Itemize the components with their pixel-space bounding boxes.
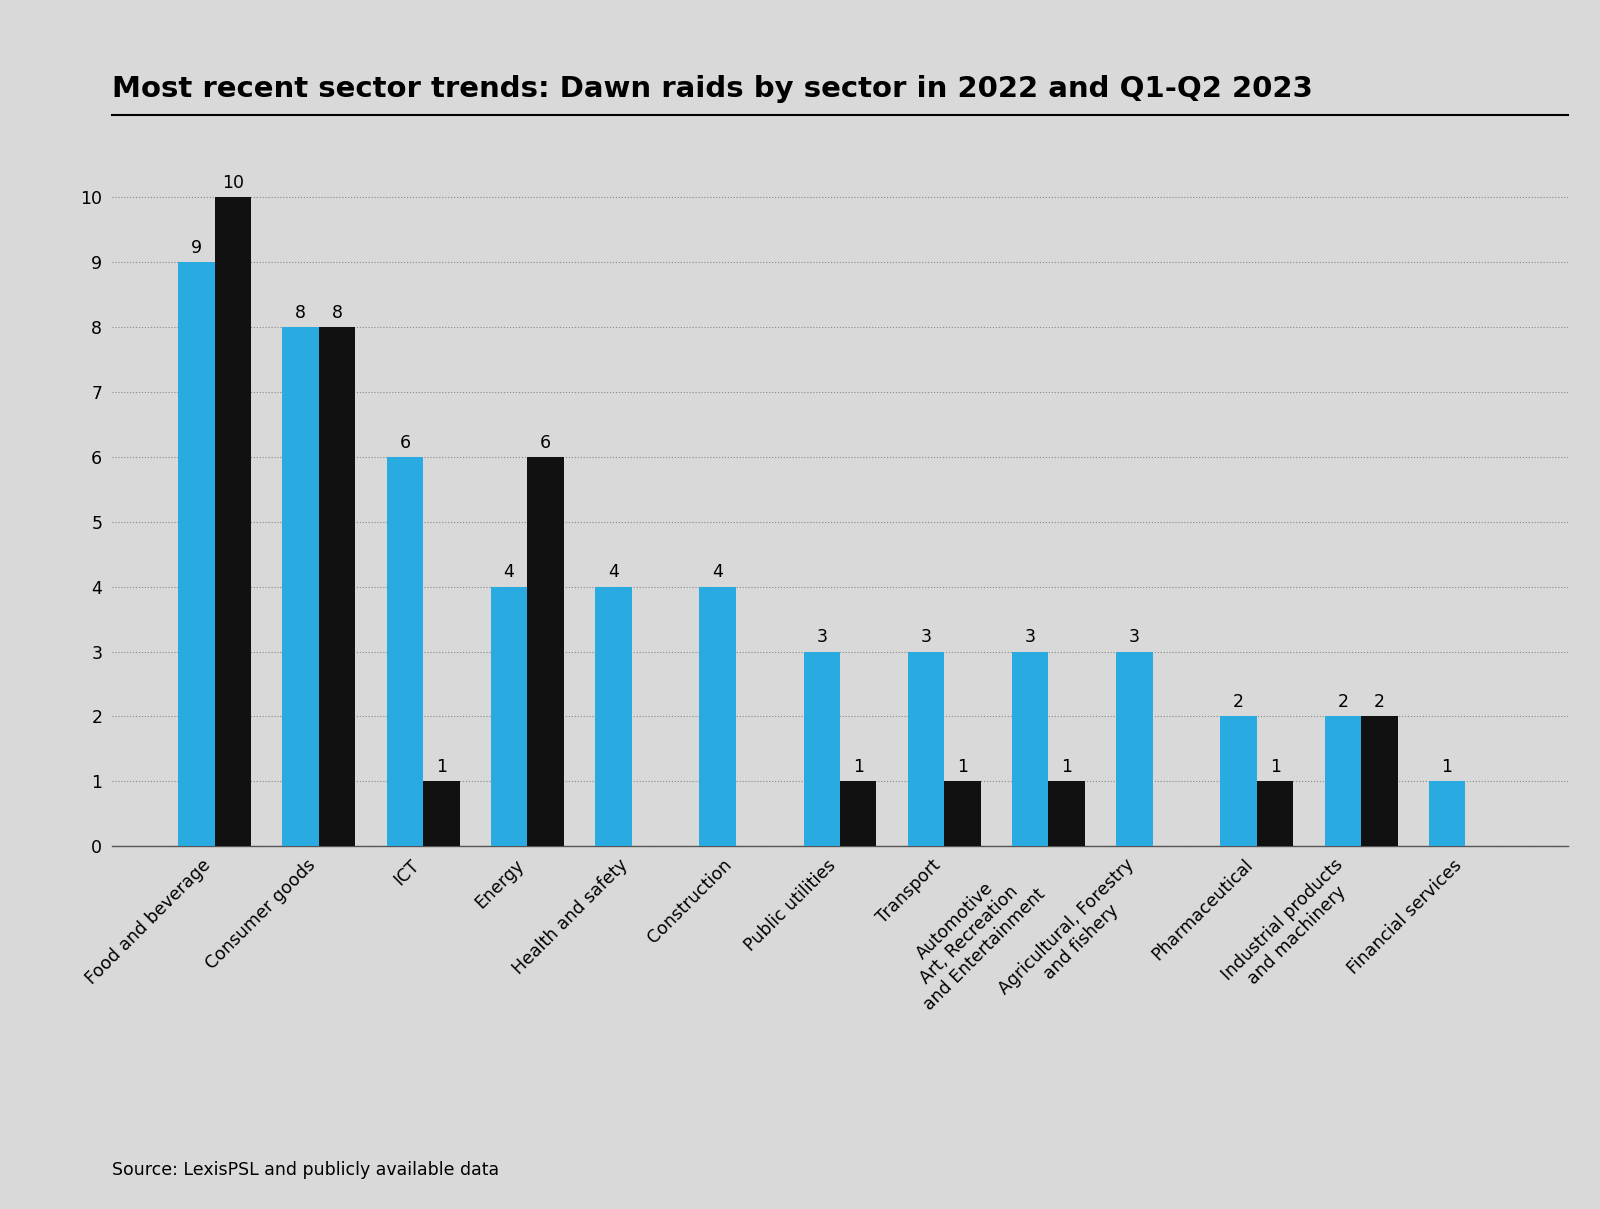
- Bar: [1258, 781, 1293, 846]
- Text: 6: 6: [400, 434, 411, 451]
- Text: 6: 6: [541, 434, 550, 451]
- Text: 8: 8: [294, 303, 306, 322]
- Bar: [491, 586, 528, 846]
- Bar: [1429, 781, 1466, 846]
- Bar: [318, 326, 355, 846]
- Bar: [699, 586, 736, 846]
- Text: 1: 1: [1442, 758, 1453, 776]
- Text: 8: 8: [331, 303, 342, 322]
- Bar: [528, 457, 563, 846]
- Text: 2: 2: [1374, 693, 1386, 711]
- Text: 1: 1: [1061, 758, 1072, 776]
- Text: Source: LexisPSL and publicly available data: Source: LexisPSL and publicly available …: [112, 1161, 499, 1179]
- Text: 2: 2: [1338, 693, 1349, 711]
- Bar: [595, 586, 632, 846]
- Bar: [178, 262, 214, 846]
- Bar: [1221, 717, 1258, 846]
- Bar: [422, 781, 459, 846]
- Text: 10: 10: [222, 174, 243, 192]
- Text: 3: 3: [920, 629, 931, 647]
- Bar: [907, 652, 944, 846]
- Text: 9: 9: [190, 238, 202, 256]
- Text: 1: 1: [435, 758, 446, 776]
- Text: 3: 3: [1130, 629, 1139, 647]
- Text: 1: 1: [957, 758, 968, 776]
- Text: 1: 1: [853, 758, 864, 776]
- Bar: [283, 326, 318, 846]
- Text: 4: 4: [608, 563, 619, 582]
- Bar: [1362, 717, 1397, 846]
- Text: 4: 4: [712, 563, 723, 582]
- Bar: [1011, 652, 1048, 846]
- Text: 3: 3: [816, 629, 827, 647]
- Text: 4: 4: [504, 563, 515, 582]
- Bar: [214, 197, 251, 846]
- Bar: [1048, 781, 1085, 846]
- Bar: [840, 781, 877, 846]
- Text: 3: 3: [1024, 629, 1035, 647]
- Bar: [387, 457, 422, 846]
- Bar: [803, 652, 840, 846]
- Text: Most recent sector trends: Dawn raids by sector in 2022 and Q1-Q2 2023: Most recent sector trends: Dawn raids by…: [112, 75, 1314, 103]
- Bar: [1325, 717, 1362, 846]
- Bar: [1117, 652, 1152, 846]
- Bar: [944, 781, 981, 846]
- Text: 1: 1: [1270, 758, 1280, 776]
- Text: 2: 2: [1234, 693, 1245, 711]
